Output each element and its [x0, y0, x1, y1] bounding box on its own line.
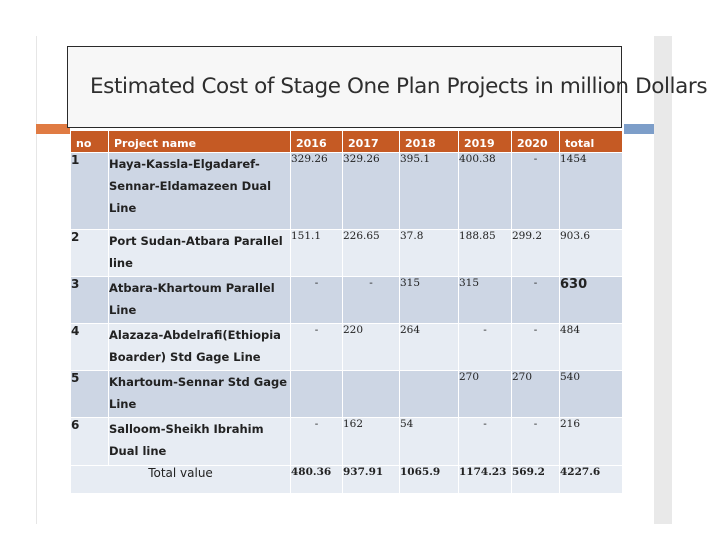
header-2018: 2018 [399, 130, 459, 153]
cell-2018 [399, 369, 459, 419]
table-row: 6 Salloom-Sheikh Ibrahim Dual line - 162… [70, 417, 623, 466]
cell-2018: 54 [399, 417, 459, 466]
total-2019: 1174.23 [458, 464, 512, 495]
cell-2020: 299.2 [511, 228, 560, 278]
cell-total: 903.6 [559, 228, 623, 278]
header-2017: 2017 [342, 130, 400, 153]
cell-2019: 270 [458, 369, 512, 419]
cell-2019: 315 [458, 276, 512, 324]
cell-2016: - [290, 322, 343, 371]
cell-2016 [290, 369, 343, 419]
total-row: Total value 480.36 937.91 1065.9 1174.23… [70, 464, 623, 495]
row-no: 3 [70, 276, 109, 324]
header-2020: 2020 [511, 130, 560, 153]
cell-total: 1454 [559, 152, 623, 230]
table-header-row: no Project name 2016 2017 2018 2019 2020… [70, 130, 623, 153]
cell-2020: 270 [511, 369, 560, 419]
cell-total: 484 [559, 322, 623, 371]
cell-2019: - [458, 417, 512, 466]
header-project-name: Project name [108, 130, 291, 153]
cell-2017: 220 [342, 322, 400, 371]
row-no: 2 [70, 228, 109, 278]
row-project-name: Haya-Kassla-Elgadaref-Sennar-Eldamazeen … [108, 152, 291, 230]
cell-2018: 315 [399, 276, 459, 324]
cell-2020: - [511, 276, 560, 324]
cell-2017: - [342, 276, 400, 324]
total-2020: 569.2 [511, 464, 560, 495]
row-project-name: Port Sudan-Atbara Parallel line [108, 228, 291, 278]
table-row: 4 Alazaza-Abdelrafi(Ethiopia Boarder) St… [70, 322, 623, 371]
cell-2016: 151.1 [290, 228, 343, 278]
cell-2020: - [511, 152, 560, 230]
total-label: Total value [70, 464, 291, 495]
cell-2018: 37.8 [399, 228, 459, 278]
total-2016: 480.36 [290, 464, 343, 495]
cell-2019: 400.38 [458, 152, 512, 230]
row-project-name: Khartoum-Sennar Std Gage Line [108, 369, 291, 419]
header-total: total [559, 130, 623, 153]
cell-2018: 264 [399, 322, 459, 371]
cell-2017: 329.26 [342, 152, 400, 230]
cell-2017 [342, 369, 400, 419]
cost-table: no Project name 2016 2017 2018 2019 2020… [70, 130, 623, 495]
header-2019: 2019 [458, 130, 512, 153]
cell-2016: 329.26 [290, 152, 343, 230]
cell-2017: 226.65 [342, 228, 400, 278]
row-project-name: Salloom-Sheikh Ibrahim Dual line [108, 417, 291, 466]
cell-total: 630 [559, 276, 623, 324]
row-no: 6 [70, 417, 109, 466]
cell-2020: - [511, 417, 560, 466]
accent-bar-orange [36, 124, 70, 134]
table-row: 2 Port Sudan-Atbara Parallel line 151.1 … [70, 228, 623, 278]
cell-2020: - [511, 322, 560, 371]
total-2017: 937.91 [342, 464, 400, 495]
row-project-name: Atbara-Khartoum Parallel Line [108, 276, 291, 324]
accent-bar-blue [624, 124, 654, 134]
header-2016: 2016 [290, 130, 343, 153]
cell-2017: 162 [342, 417, 400, 466]
row-no: 5 [70, 369, 109, 419]
total-2018: 1065.9 [399, 464, 459, 495]
cell-total: 216 [559, 417, 623, 466]
row-no: 1 [70, 152, 109, 230]
table-row: 3 Atbara-Khartoum Parallel Line - - 315 … [70, 276, 623, 324]
row-no: 4 [70, 322, 109, 371]
row-project-name: Alazaza-Abdelrafi(Ethiopia Boarder) Std … [108, 322, 291, 371]
slide-title: Estimated Cost of Stage One Plan Project… [90, 74, 708, 99]
header-no: no [70, 130, 109, 153]
cell-2019: 188.85 [458, 228, 512, 278]
slide-left-rule [36, 36, 37, 524]
total-grand: 4227.6 [559, 464, 623, 495]
slide-right-rule [654, 36, 672, 524]
cell-2019: - [458, 322, 512, 371]
cell-2016: - [290, 417, 343, 466]
table-row: 5 Khartoum-Sennar Std Gage Line 270 270 … [70, 369, 623, 419]
cell-2016: - [290, 276, 343, 324]
cell-2018: 395.1 [399, 152, 459, 230]
cell-total: 540 [559, 369, 623, 419]
title-box: Estimated Cost of Stage One Plan Project… [67, 46, 708, 128]
table-row: 1 Haya-Kassla-Elgadaref-Sennar-Eldamazee… [70, 152, 623, 230]
